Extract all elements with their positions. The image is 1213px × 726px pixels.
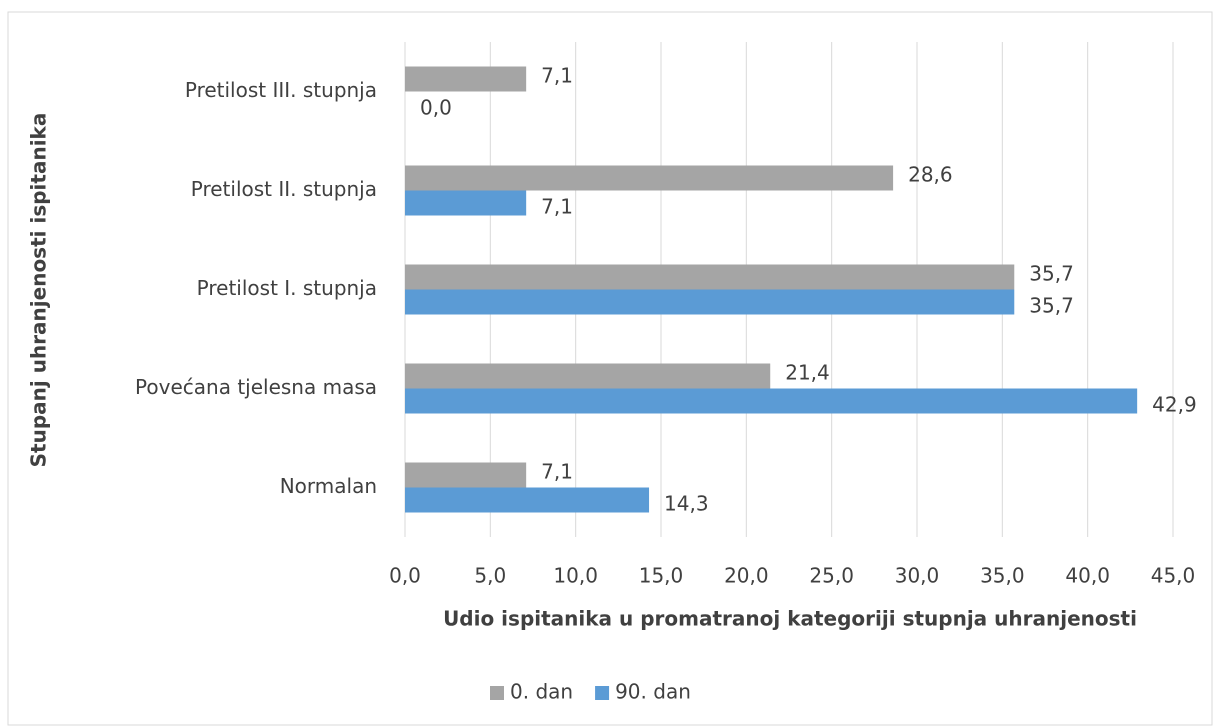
bar [405,487,650,513]
x-tick-label: 35,0 [980,564,1025,588]
data-label: 7,1 [541,64,573,88]
legend-label: 0. dan [510,680,573,704]
x-tick-label: 30,0 [895,564,940,588]
data-label: 0,0 [420,96,452,120]
y-tick-label: Povećana tjelesna masa [135,375,377,399]
y-tick-label: Pretilost III. stupnja [185,78,377,102]
bar [405,165,894,191]
data-label: 35,7 [1029,262,1074,286]
x-tick-label: 5,0 [474,564,506,588]
y-tick-label: Pretilost I. stupnja [197,276,377,300]
bar [405,264,1015,290]
data-label: 7,1 [541,195,573,219]
x-axis-title: Udio ispitanika u promatranoj kategoriji… [443,607,1137,631]
data-label: 35,7 [1029,294,1074,318]
bar [405,363,771,389]
bar [405,462,527,488]
data-label: 14,3 [664,492,709,516]
data-label: 28,6 [908,163,953,187]
x-tick-label: 45,0 [1151,564,1196,588]
x-tick-label: 25,0 [809,564,854,588]
x-tick-label: 15,0 [639,564,684,588]
x-tick-label: 10,0 [553,564,598,588]
x-tick-label: 20,0 [724,564,769,588]
data-label: 42,9 [1152,393,1197,417]
data-label: 21,4 [785,361,830,385]
legend-swatch [490,686,504,700]
legend-label: 90. dan [615,680,691,704]
legend-swatch [595,686,610,700]
y-tick-label: Pretilost II. stupnja [191,177,377,201]
x-tick-label: 40,0 [1065,564,1110,588]
bar [405,388,1138,414]
y-axis-title: Stupanj uhranjenosti ispitanika [27,113,51,468]
bar [405,289,1015,315]
y-tick-label: Normalan [280,474,377,498]
data-label: 7,1 [541,460,573,484]
bar [405,190,527,216]
x-tick-label: 0,0 [389,564,421,588]
bar [405,66,527,92]
